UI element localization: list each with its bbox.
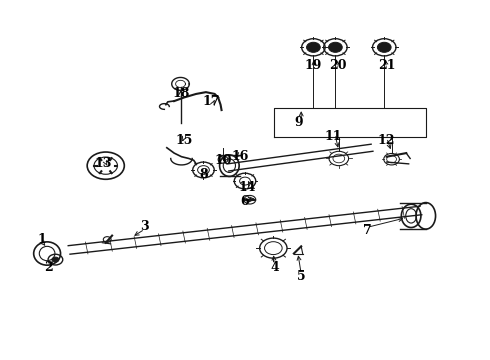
Text: 10: 10 [214,154,232,167]
Text: 20: 20 [329,59,346,72]
Text: 3: 3 [141,220,149,233]
Text: 12: 12 [378,134,395,147]
Circle shape [377,42,391,52]
Text: 1: 1 [38,233,47,246]
Text: 21: 21 [378,59,395,72]
Text: 11: 11 [324,130,342,144]
Circle shape [307,42,320,52]
Text: 2: 2 [44,261,53,274]
Text: 15: 15 [175,134,193,147]
Text: 6: 6 [241,195,249,208]
Text: 4: 4 [270,261,279,274]
Circle shape [52,257,59,262]
Text: 18: 18 [173,87,190,100]
Text: 19: 19 [305,59,322,72]
Text: 8: 8 [199,168,208,181]
Text: 7: 7 [363,224,371,237]
Text: 16: 16 [231,150,249,163]
Text: 9: 9 [294,116,303,129]
Text: 14: 14 [239,181,256,194]
Text: 17: 17 [202,95,220,108]
Circle shape [329,42,342,52]
Text: 13: 13 [95,157,112,170]
Text: 5: 5 [297,270,305,283]
